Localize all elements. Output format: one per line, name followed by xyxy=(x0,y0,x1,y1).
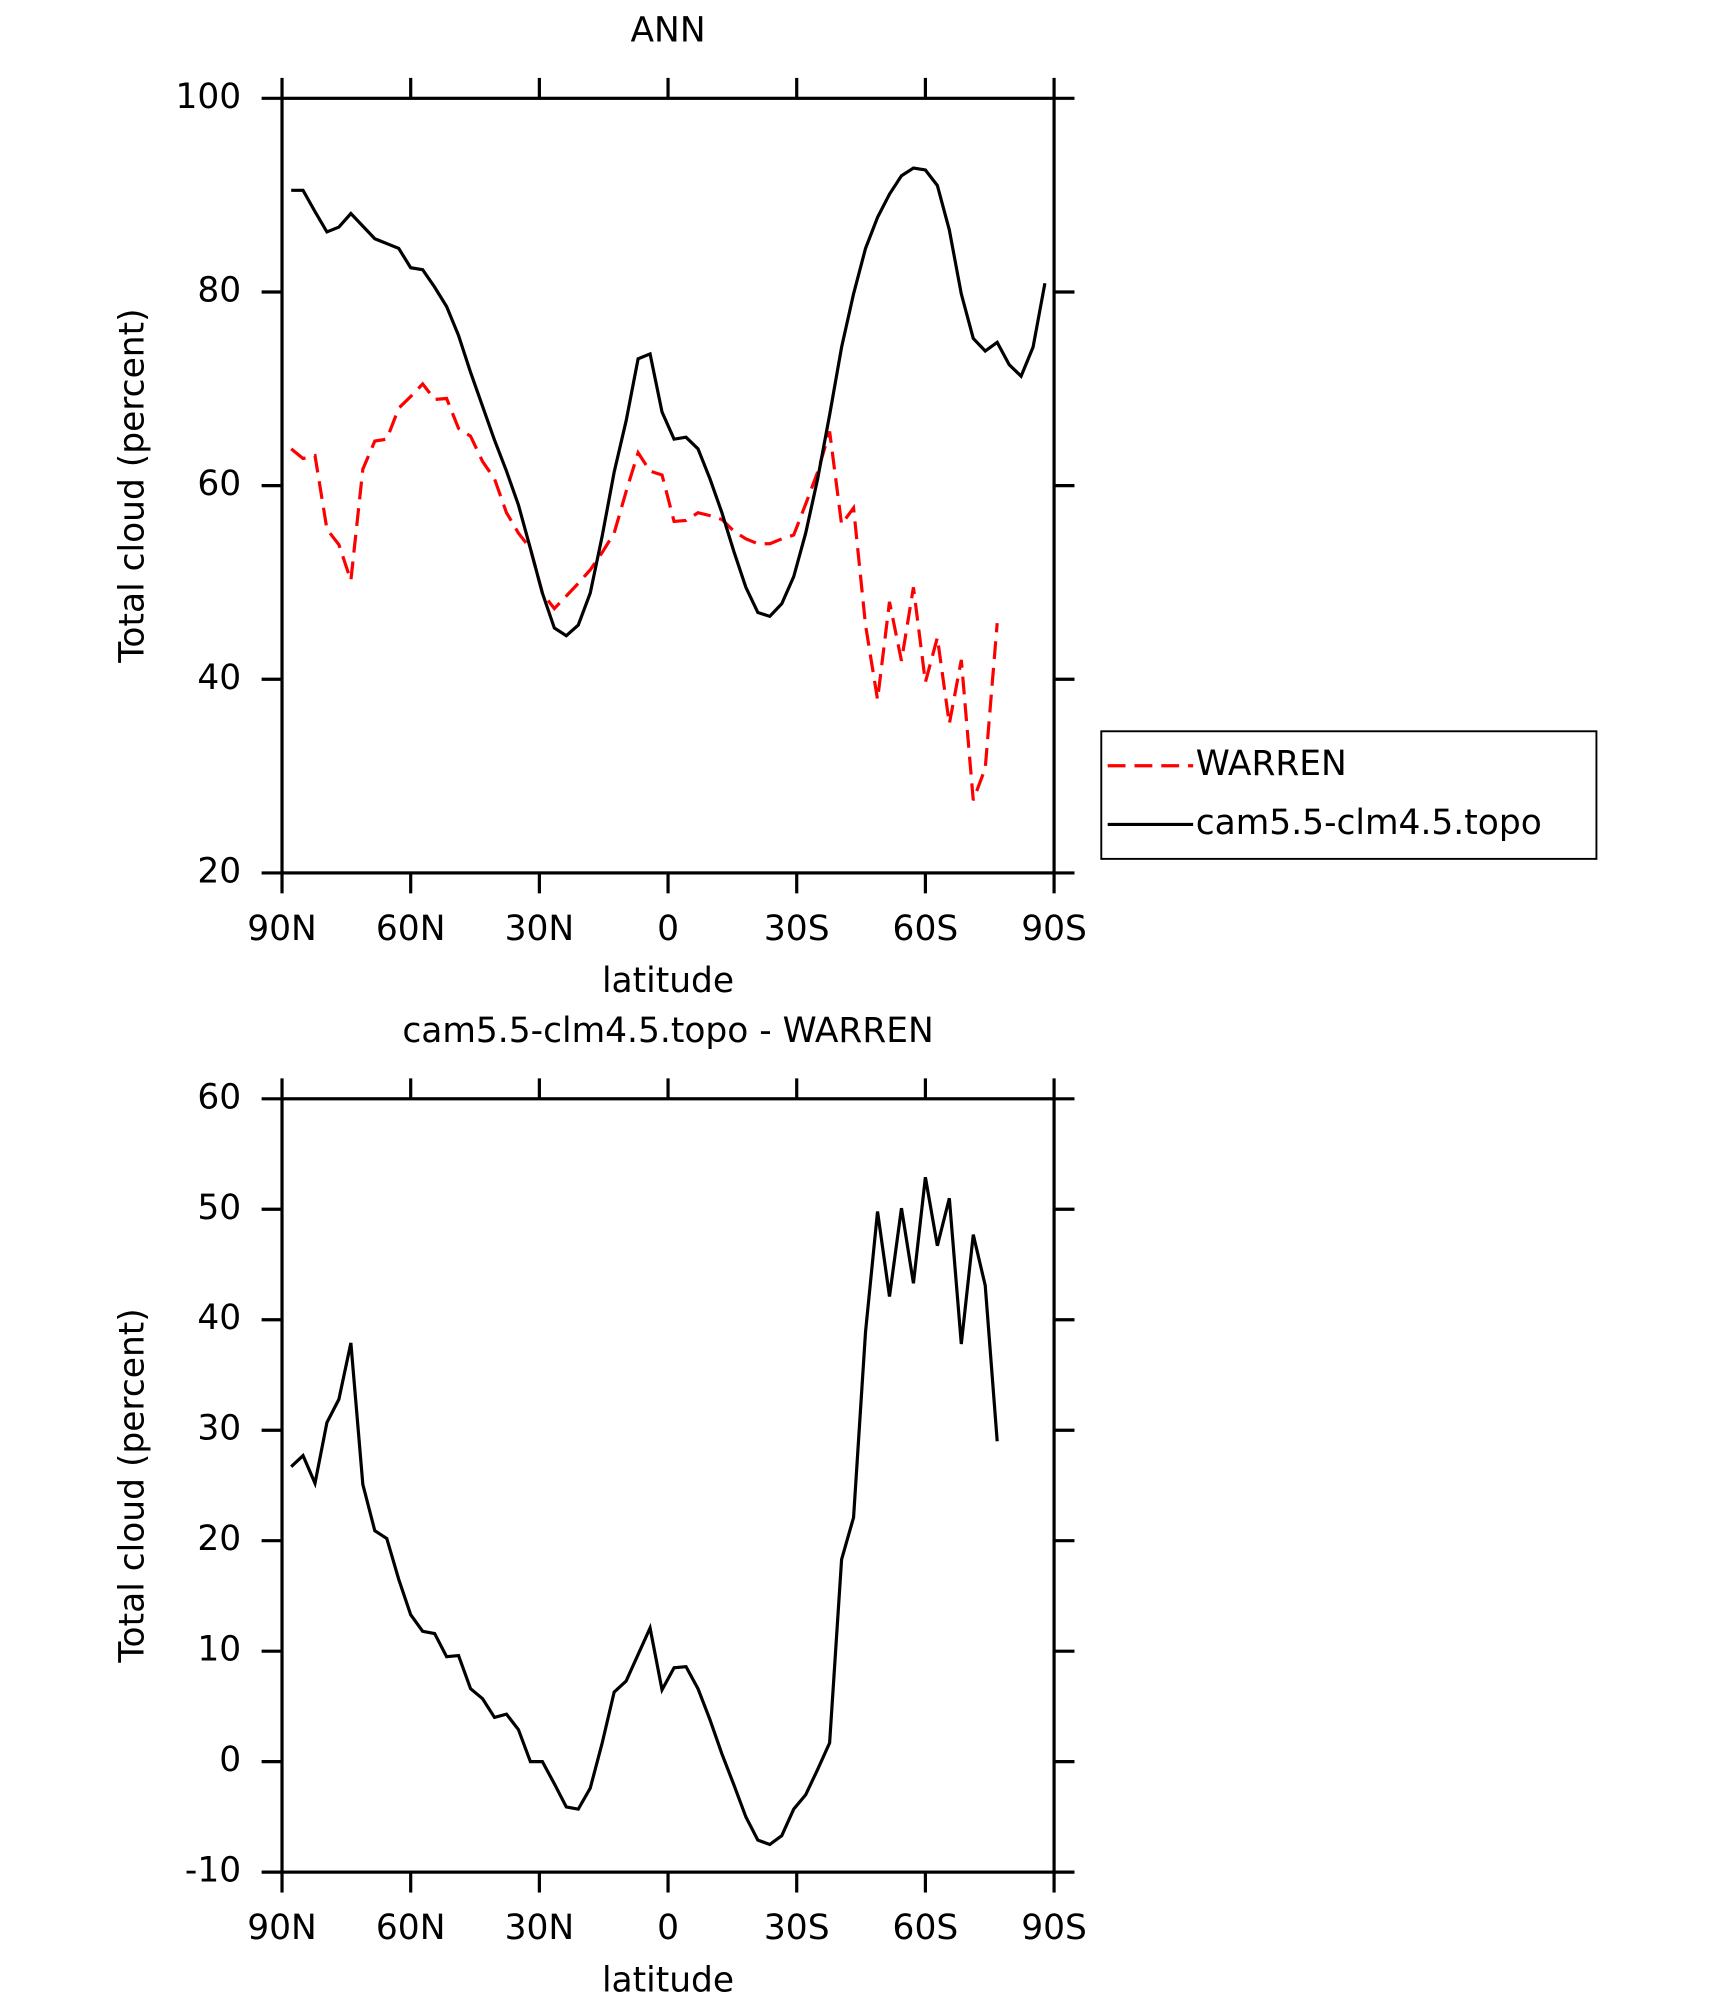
x-axis-label: latitude xyxy=(602,1960,734,2000)
data-line xyxy=(290,381,999,801)
y-tick-label: 80 xyxy=(197,270,241,310)
x-tick-label: 90N xyxy=(247,1908,317,1948)
chart-title: cam5.5-clm4.5.topo - WARREN xyxy=(402,1011,933,1051)
x-tick-label: 60N xyxy=(376,1908,446,1948)
y-axis-label: Total cloud (percent) xyxy=(112,308,152,663)
y-tick-label: 20 xyxy=(197,1519,241,1559)
x-tick-label: 0 xyxy=(657,909,679,949)
plot-frame xyxy=(280,96,1056,875)
x-tick-label: 0 xyxy=(657,1908,679,1948)
x-tick-label: 60S xyxy=(893,909,959,949)
x-tick-label: 90S xyxy=(1021,1908,1087,1948)
y-tick-label: 50 xyxy=(197,1188,241,1228)
y-tick-label: 10 xyxy=(197,1630,241,1670)
x-tick-label: 90N xyxy=(247,909,317,949)
y-tick-label: 30 xyxy=(197,1409,241,1449)
x-axis-label: latitude xyxy=(602,961,734,1001)
legend-label: WARREN xyxy=(1196,744,1347,784)
chart-title: ANN xyxy=(631,10,706,50)
plot-frame xyxy=(280,1097,1056,1874)
x-tick-label: 60N xyxy=(376,909,446,949)
y-tick-label: 60 xyxy=(197,1077,241,1117)
x-tick-label: 30S xyxy=(764,909,830,949)
x-tick-label: 30N xyxy=(505,909,575,949)
data-line xyxy=(291,166,1047,638)
y-axis-label: Total cloud (percent) xyxy=(112,1308,152,1663)
x-tick-label: 30S xyxy=(764,1908,830,1948)
x-tick-label: 30N xyxy=(505,1908,575,1948)
y-tick-label: 60 xyxy=(197,464,241,504)
y-tick-label: 40 xyxy=(197,658,241,698)
x-tick-label: 60S xyxy=(893,1908,959,1948)
x-tick-label: 90S xyxy=(1021,909,1087,949)
legend-box xyxy=(1100,730,1598,860)
y-tick-label: 40 xyxy=(197,1298,241,1338)
data-line xyxy=(290,1176,999,1847)
y-tick-label: -10 xyxy=(185,1851,241,1891)
legend-label: cam5.5-clm4.5.topo xyxy=(1196,803,1542,843)
y-tick-label: 20 xyxy=(197,851,241,891)
y-tick-label: 100 xyxy=(175,77,241,117)
y-tick-label: 0 xyxy=(219,1740,241,1780)
